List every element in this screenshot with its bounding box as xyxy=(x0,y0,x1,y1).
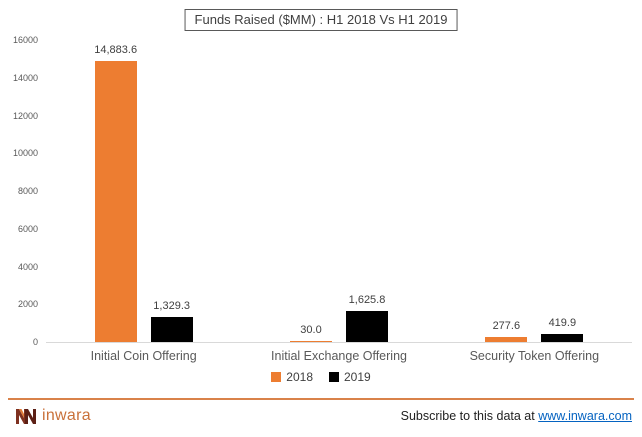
legend-item-2018: 2018 xyxy=(271,370,313,384)
bar-value-label: 277.6 xyxy=(492,319,521,332)
bar-2018-2 xyxy=(485,336,528,342)
bar-value-label: 14,883.6 xyxy=(94,44,138,57)
bar-2019-0 xyxy=(150,316,193,342)
inwara-logo-text: inwara xyxy=(42,407,91,424)
y-axis-tick-label: 6000 xyxy=(17,223,38,234)
y-axis-tick-label: 14000 xyxy=(12,72,38,83)
chart-title: Funds Raised ($MM) : H1 2018 Vs H1 2019 xyxy=(184,9,458,31)
inwara-logo: inwara xyxy=(16,407,91,425)
subscribe-text: Subscribe to this data at www.inwara.com xyxy=(401,409,632,423)
category-label: Security Token Offering xyxy=(469,349,600,363)
legend-swatch-2018 xyxy=(271,372,282,382)
bar-value-label: 30.0 xyxy=(300,324,322,337)
legend-swatch-2019 xyxy=(329,372,339,382)
legend-item-2019: 2019 xyxy=(329,370,371,384)
legend-label-2019: 2019 xyxy=(344,370,371,384)
chart-legend: 2018 2019 xyxy=(0,370,642,384)
footer-divider xyxy=(8,398,634,400)
inwara-link[interactable]: www.inwara.com xyxy=(538,409,632,423)
y-axis-tick-label: 12000 xyxy=(12,110,38,121)
y-axis-tick-label: 16000 xyxy=(12,35,38,45)
y-axis-tick-label: 0 xyxy=(32,337,38,347)
bar-2019-1 xyxy=(346,311,388,342)
bar-value-label: 419.9 xyxy=(548,317,577,330)
y-axis-tick-label: 2000 xyxy=(17,299,38,310)
bar-value-label: 1,625.8 xyxy=(348,294,386,307)
y-axis-tick-label: 4000 xyxy=(17,261,38,272)
footer: inwara Subscribe to this data at www.inw… xyxy=(0,401,642,437)
y-axis-tick-label: 10000 xyxy=(12,148,38,159)
inwara-logo-mark-icon xyxy=(16,408,36,424)
bar-2019-2 xyxy=(541,334,584,342)
category-label: Initial Exchange Offering xyxy=(271,349,407,363)
x-axis-line xyxy=(46,342,632,343)
bar-value-label: 1,329.3 xyxy=(153,299,191,312)
y-axis-tick-label: 8000 xyxy=(17,186,38,196)
subscribe-prefix: Subscribe to this data at xyxy=(400,409,535,423)
bar-2018-1 xyxy=(290,341,332,342)
legend-label-2018: 2018 xyxy=(286,370,313,384)
category-label: Initial Coin Offering xyxy=(90,349,197,363)
bar-2018-0 xyxy=(94,61,137,342)
